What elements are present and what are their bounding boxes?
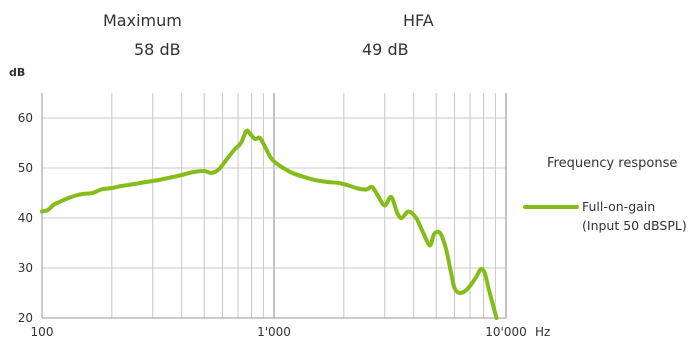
y-tick-label: 50 [18, 161, 33, 175]
x-tick-labels: 100 1'000 10'000 [31, 325, 527, 339]
hfa-label: HFA [403, 11, 434, 30]
legend-entry-full-on-gain: Full-on-gain [582, 199, 655, 214]
x-tick-label: 1'000 [257, 325, 291, 339]
legend: Frequency response Full-on-gain (Input 5… [523, 156, 687, 233]
grid [42, 93, 507, 318]
maximum-value: 58 dB [134, 40, 181, 59]
series-layer [40, 128, 499, 320]
x-tick-label: 100 [31, 325, 54, 339]
hfa-value: 49 dB [362, 40, 409, 59]
x-tick-label: 10'000 [485, 325, 526, 339]
series-line-full-on-gain [40, 128, 499, 320]
legend-entry-input-level: (Input 50 dBSPL) [582, 218, 687, 233]
y-tick-label: 20 [18, 311, 33, 325]
y-tick-labels: 20 30 40 50 60 [18, 111, 33, 325]
y-axis-unit-label: dB [9, 66, 25, 79]
y-tick-label: 60 [18, 111, 33, 125]
y-tick-label: 30 [18, 261, 33, 275]
y-tick-label: 40 [18, 211, 33, 225]
legend-title: Frequency response [547, 156, 677, 171]
maximum-label: Maximum [103, 11, 182, 30]
x-axis-unit-label: Hz [535, 325, 550, 339]
